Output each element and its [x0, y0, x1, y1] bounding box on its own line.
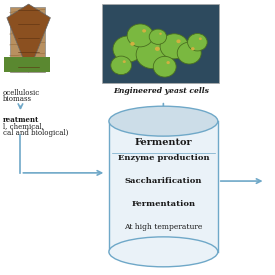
Ellipse shape: [113, 36, 143, 62]
Text: Enzyme production: Enzyme production: [117, 154, 209, 162]
Ellipse shape: [199, 37, 202, 40]
Ellipse shape: [153, 56, 176, 77]
Ellipse shape: [159, 32, 162, 35]
Text: Fermentor: Fermentor: [134, 138, 192, 147]
Ellipse shape: [130, 42, 135, 46]
Text: ocellulosic: ocellulosic: [3, 89, 40, 97]
Ellipse shape: [191, 47, 195, 50]
Text: l, chemical,: l, chemical,: [3, 122, 44, 130]
Polygon shape: [7, 4, 50, 72]
Bar: [109, 121, 218, 252]
Ellipse shape: [176, 39, 181, 43]
Text: cal and biological): cal and biological): [3, 129, 68, 137]
Ellipse shape: [188, 34, 207, 51]
Bar: [102, 4, 219, 83]
Ellipse shape: [127, 24, 153, 47]
Ellipse shape: [149, 29, 167, 44]
Bar: [10, 7, 45, 72]
Text: Saccharification: Saccharification: [125, 177, 202, 185]
Ellipse shape: [109, 106, 218, 136]
Ellipse shape: [155, 47, 160, 51]
Text: Fermentation: Fermentation: [131, 200, 196, 208]
Text: biomass: biomass: [3, 95, 32, 103]
Text: At high temperature: At high temperature: [124, 223, 203, 231]
Ellipse shape: [160, 34, 188, 59]
Ellipse shape: [177, 42, 201, 64]
Text: Engineered yeast cells: Engineered yeast cells: [113, 87, 208, 95]
Ellipse shape: [123, 60, 126, 63]
Ellipse shape: [142, 29, 146, 32]
Ellipse shape: [136, 40, 169, 69]
Ellipse shape: [109, 237, 218, 267]
Ellipse shape: [111, 56, 131, 75]
Ellipse shape: [166, 61, 170, 64]
Bar: [4, 57, 50, 72]
Text: reatment: reatment: [3, 116, 39, 124]
